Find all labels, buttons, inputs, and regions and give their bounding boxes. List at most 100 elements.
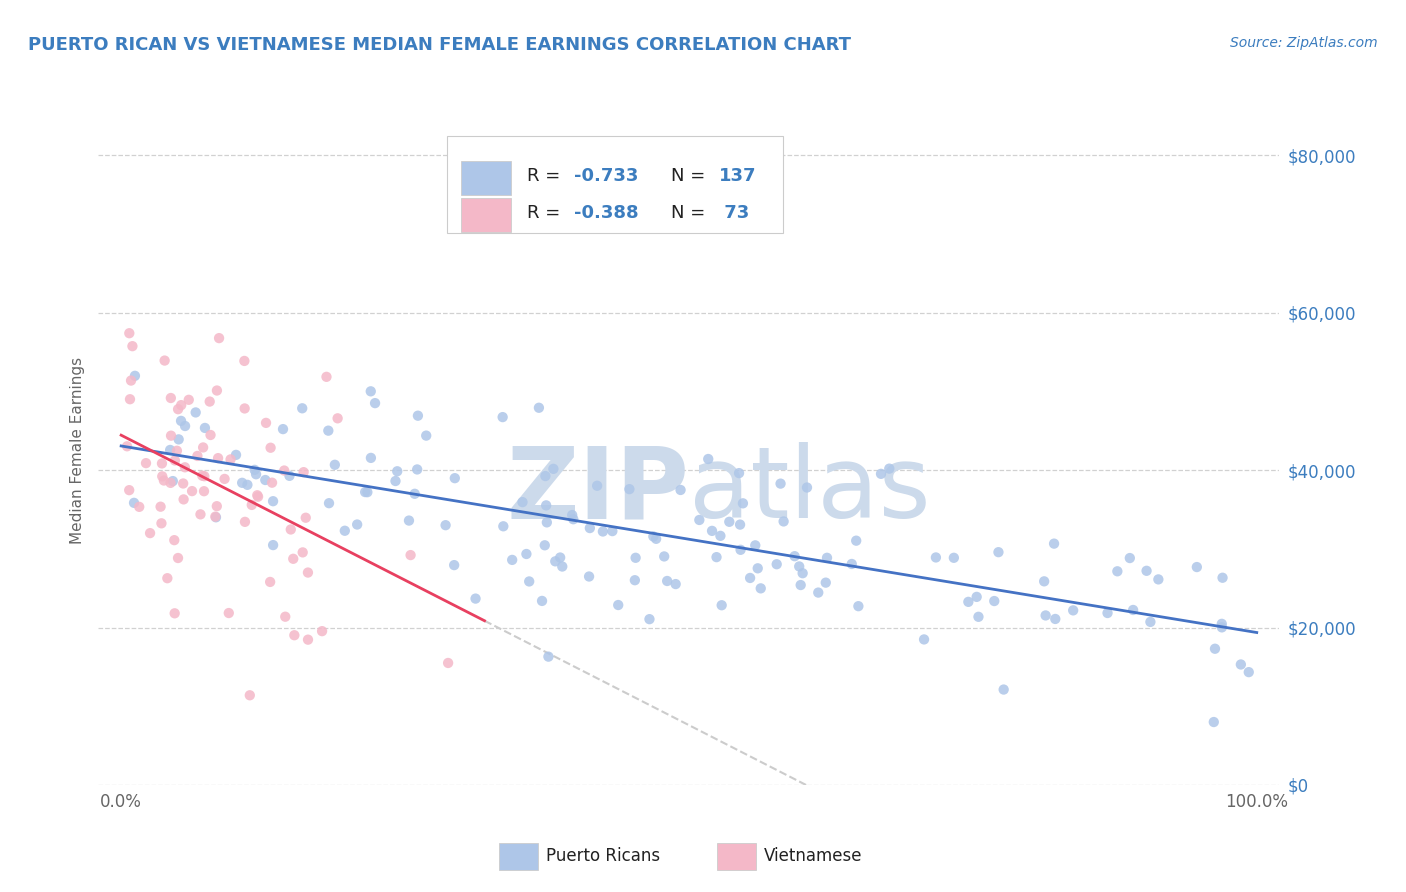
Text: R =: R =	[527, 167, 567, 186]
Point	[172, 476, 194, 491]
Point	[360, 384, 382, 399]
Point	[815, 550, 838, 565]
Point	[214, 472, 236, 486]
Point	[783, 549, 806, 564]
Point	[1185, 560, 1208, 574]
Point	[356, 485, 378, 500]
Point	[987, 545, 1010, 559]
Point	[464, 591, 486, 606]
Point	[562, 512, 585, 526]
Point	[160, 428, 183, 442]
Point	[404, 487, 426, 501]
Point	[218, 606, 240, 620]
Point	[233, 354, 256, 368]
Point	[512, 495, 534, 509]
Point	[193, 469, 215, 483]
Point	[543, 462, 565, 476]
FancyBboxPatch shape	[461, 161, 510, 195]
Point	[271, 422, 294, 436]
Point	[167, 402, 190, 417]
Point	[283, 551, 305, 566]
Point	[273, 464, 295, 478]
Point	[544, 554, 567, 568]
Point	[437, 656, 460, 670]
Point	[527, 401, 550, 415]
Point	[807, 585, 830, 599]
Point	[163, 533, 186, 548]
Point	[1045, 612, 1067, 626]
Point	[561, 508, 583, 522]
Point	[262, 538, 284, 552]
Point	[153, 353, 176, 368]
Point	[186, 449, 208, 463]
Point	[586, 479, 609, 493]
Point	[870, 467, 893, 481]
Point	[184, 405, 207, 419]
Point	[942, 550, 965, 565]
Point	[245, 467, 267, 482]
Point	[1097, 606, 1119, 620]
Point	[315, 369, 337, 384]
Point	[118, 392, 141, 407]
Point	[219, 452, 242, 467]
Text: Vietnamese: Vietnamese	[763, 847, 862, 865]
Point	[728, 466, 751, 480]
Point	[159, 475, 181, 490]
Point	[551, 559, 574, 574]
Point	[246, 488, 269, 502]
Point	[1211, 620, 1233, 634]
Point	[323, 458, 346, 472]
Text: R =: R =	[527, 204, 567, 222]
Point	[208, 331, 231, 345]
Point	[311, 624, 333, 639]
Point	[283, 628, 305, 642]
Point	[796, 481, 818, 495]
Point	[1043, 536, 1066, 550]
Point	[531, 594, 554, 608]
Point	[434, 518, 457, 533]
Point	[174, 419, 197, 434]
Point	[645, 532, 668, 546]
Point	[115, 439, 138, 453]
Point	[153, 474, 176, 488]
Point	[688, 513, 710, 527]
Point	[443, 558, 465, 573]
Text: -0.733: -0.733	[575, 167, 638, 186]
Point	[533, 538, 555, 552]
Point	[993, 682, 1015, 697]
Point	[1119, 551, 1142, 566]
Point	[706, 550, 728, 565]
Point	[278, 468, 301, 483]
Point	[415, 428, 437, 442]
Text: 137: 137	[718, 167, 756, 186]
Point	[274, 609, 297, 624]
Text: Source: ZipAtlas.com: Source: ZipAtlas.com	[1230, 36, 1378, 50]
Point	[1107, 564, 1129, 578]
Point	[200, 428, 222, 442]
Point	[1237, 665, 1260, 680]
Point	[160, 391, 183, 405]
Point	[492, 410, 515, 425]
Point	[848, 599, 870, 614]
Point	[1122, 603, 1144, 617]
Point	[718, 515, 741, 529]
Point	[967, 609, 990, 624]
Point	[247, 490, 270, 504]
Point	[294, 510, 316, 524]
Point	[912, 632, 935, 647]
Point	[194, 421, 217, 435]
Point	[1230, 657, 1253, 672]
Text: 73: 73	[718, 204, 749, 222]
Point	[398, 514, 420, 528]
Point	[1139, 615, 1161, 629]
Point	[191, 441, 214, 455]
Point	[814, 575, 837, 590]
Point	[297, 566, 319, 580]
FancyBboxPatch shape	[447, 136, 783, 233]
Point	[841, 557, 863, 571]
Point	[652, 549, 675, 564]
Point	[643, 529, 665, 543]
Point	[624, 550, 647, 565]
Point	[769, 476, 792, 491]
Point	[657, 574, 679, 588]
